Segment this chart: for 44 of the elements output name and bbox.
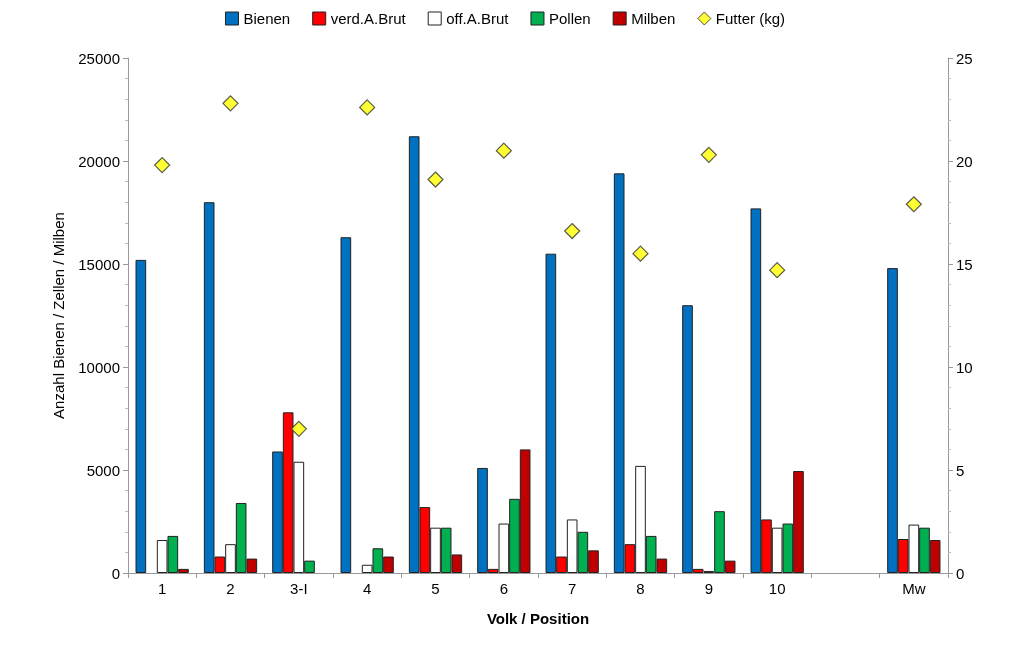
y2-tick-label: 5 [956, 461, 965, 479]
y-tick-label: 5000 [86, 461, 120, 479]
legend-label: verd.A.Brut [330, 10, 407, 27]
y-tick-label: 10000 [78, 358, 120, 376]
point [154, 157, 171, 174]
point [359, 99, 376, 116]
x-tick-label: 5 [431, 580, 440, 597]
point [700, 146, 717, 163]
y-tick-label: 25000 [78, 49, 120, 67]
bar [340, 237, 352, 573]
y-tick-label: 15000 [78, 255, 120, 273]
y-axis-title: Anzahl Bienen / Zellen / Milben [50, 212, 67, 419]
y2-tick-label: 0 [956, 564, 965, 582]
point [564, 222, 581, 240]
x-tick-label: 7 [567, 580, 577, 597]
y-tick-label: 0 [111, 564, 120, 582]
x-axis-title: Volk / Position [486, 610, 590, 627]
legend-label: Bienen [243, 10, 291, 27]
x-tick-label: 4 [362, 580, 372, 597]
y2-tick-label: 20 [956, 152, 973, 170]
legend-label: Pollen [548, 10, 591, 27]
x-tick-label: 2 [226, 580, 235, 597]
point [427, 171, 444, 188]
legend-label: Futter (kg) [715, 10, 786, 27]
point [769, 262, 786, 279]
y2-tick-label: 25 [956, 49, 973, 67]
point [222, 95, 239, 112]
legend-label: off.A.Brut [446, 10, 510, 27]
x-tick-label: 8 [636, 580, 645, 597]
y2-tick-label: 15 [956, 255, 973, 273]
point [632, 245, 649, 262]
legend-label: Milben [631, 10, 676, 27]
bar [135, 259, 147, 573]
x-tick-label: 3-I [290, 580, 308, 597]
x-tick-label: 6 [499, 580, 509, 597]
x-tick-label: 10 [768, 580, 786, 597]
x-tick-label: 9 [704, 580, 714, 597]
x-tick-label: Mw [902, 580, 926, 597]
point [905, 196, 922, 213]
y2-tick-label: 10 [956, 358, 973, 376]
point [290, 420, 307, 437]
x-tick-label: 1 [157, 580, 167, 597]
point [495, 142, 512, 159]
y-tick-label: 20000 [78, 152, 120, 170]
